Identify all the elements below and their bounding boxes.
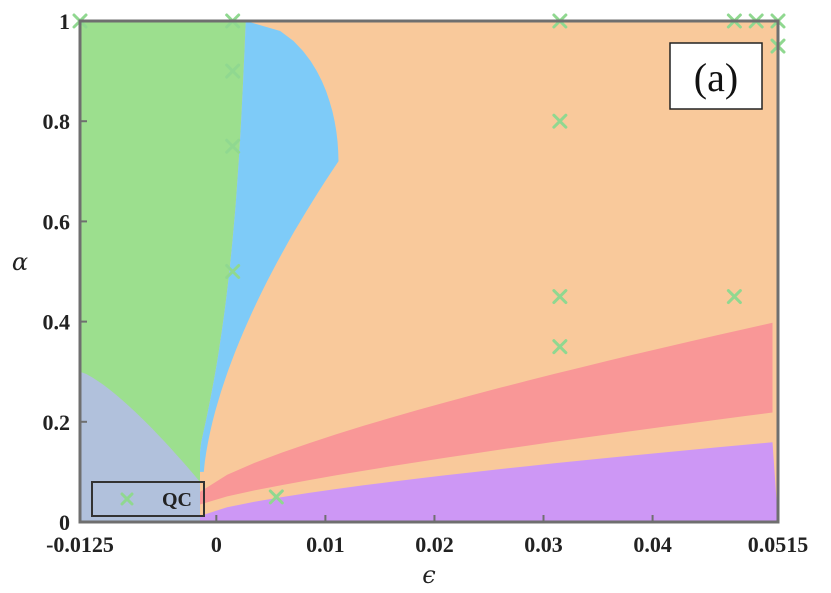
x-tick-label: -0.0125 [46, 532, 114, 557]
qc-marker [268, 489, 284, 505]
qc-marker [225, 138, 241, 154]
legend-marker-x [120, 492, 134, 506]
qc-marker [552, 113, 568, 129]
y-axis-ticks: 0 0.2 0.4 0.6 0.8 1 [43, 9, 87, 535]
y-tick-label: 1 [59, 9, 70, 34]
x-tick-label: 0.02 [415, 532, 454, 557]
region-purple [200, 442, 778, 522]
y-tick-label: 0 [59, 510, 70, 535]
y-axis-label: α [12, 248, 28, 276]
x-tick-label: 0.03 [524, 532, 563, 557]
panel-label-box: (a) [669, 42, 763, 110]
qc-marker [552, 289, 568, 305]
qc-marker [726, 289, 742, 305]
phase-regions [80, 21, 778, 522]
region-blue [200, 21, 339, 472]
region-gray-blue [80, 371, 200, 522]
legend-box [91, 481, 205, 517]
legend-label: QC [162, 489, 192, 511]
x-tick-label: 0.01 [306, 532, 345, 557]
y-tick-label: 0.2 [43, 410, 71, 435]
qc-marker [552, 339, 568, 355]
y-tick-label: 0.8 [43, 109, 71, 134]
x-tick-label: 0.0515 [748, 532, 809, 557]
y-tick-label: 0.6 [43, 209, 71, 234]
x-axis-ticks: -0.0125 0 0.01 0.02 0.03 0.04 0.0515 [46, 515, 808, 557]
qc-marker [225, 63, 241, 79]
y-tick-label: 0.4 [43, 310, 71, 335]
qc-marker [225, 264, 241, 279]
region-red [200, 322, 773, 505]
legend: QC [91, 481, 205, 517]
plot-frame [78, 19, 780, 524]
x-axis-label: ϵ [422, 561, 435, 589]
panel-label: (a) [694, 55, 738, 100]
x-tick-label: 0.04 [633, 532, 672, 557]
x-tick-label: 0 [211, 532, 222, 557]
legend-marker-glyph [120, 492, 134, 506]
region-green [80, 21, 246, 482]
